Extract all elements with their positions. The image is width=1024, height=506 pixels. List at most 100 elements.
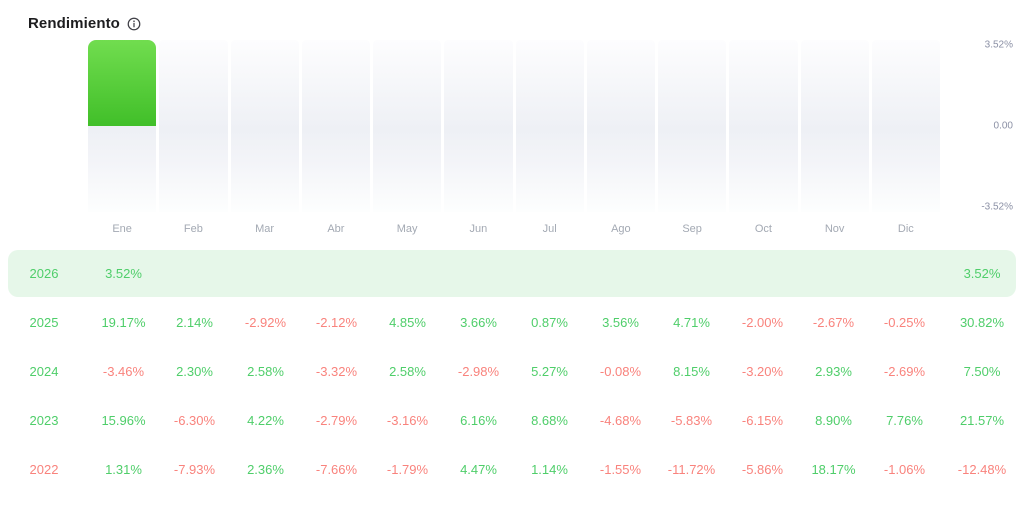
y-tick-zero: 0.00 [993, 120, 1013, 132]
year-total-cell: -12.48% [957, 462, 1007, 477]
panel-header: Rendimiento [0, 0, 1024, 34]
month-label-sep: Sep [682, 223, 702, 235]
return-cell: -3.46% [102, 364, 145, 379]
return-cell: -5.86% [741, 462, 784, 477]
chart-column-dic[interactable] [871, 40, 940, 212]
return-cell: 6.16% [460, 413, 497, 428]
return-cell: 4.22% [247, 413, 284, 428]
return-cell: 3.56% [602, 315, 639, 330]
chart-column-jun[interactable] [444, 40, 513, 212]
return-cell: -0.08% [599, 364, 642, 379]
return-cell: 2.58% [247, 364, 284, 379]
chart-column-ago[interactable] [586, 40, 655, 212]
chart-month-labels: Ene Feb Mar Abr May Jun Jul Ago Sep Oct Nov Dic [88, 212, 940, 246]
return-cell: -2.12% [315, 315, 358, 330]
return-cell: 1.31% [105, 462, 142, 477]
chart-column-ene[interactable] [88, 40, 157, 212]
info-icon[interactable] [127, 17, 141, 31]
return-cell: 4.47% [460, 462, 497, 477]
year-label: 2026 [29, 266, 59, 281]
month-label-ago: Ago [611, 223, 631, 235]
month-label-oct: Oct [754, 223, 772, 235]
chart-y-axis: 3.52% 0.00 -3.52% [940, 39, 1024, 213]
month-label-abr: Abr [327, 223, 345, 235]
return-cell: -6.30% [173, 413, 216, 428]
return-cell: 7.76% [886, 413, 923, 428]
chart-column-may[interactable] [373, 40, 442, 212]
chart-column-mar[interactable] [230, 40, 299, 212]
month-label-mar: Mar [255, 223, 275, 235]
return-cell: 2.58% [389, 364, 426, 379]
return-cell: -2.92% [244, 315, 287, 330]
return-cell: 4.85% [389, 315, 426, 330]
table-row-2023[interactable]: 2023 15.96% -6.30% 4.22% -2.79% -3.16% 6.16% 8.… [0, 396, 1024, 445]
page-title: Rendimiento [28, 15, 120, 32]
month-label-nov: Nov [824, 223, 845, 235]
return-cell: 8.68% [531, 413, 568, 428]
month-label-dic: Dic [897, 223, 914, 235]
return-cell: -2.00% [741, 315, 784, 330]
return-cell: 2.36% [247, 462, 284, 477]
month-label-jul: Jul [542, 223, 557, 235]
return-cell: 3.52% [105, 266, 142, 281]
return-cell: 1.14% [531, 462, 568, 477]
return-cell: -3.16% [386, 413, 429, 428]
return-cell: -3.32% [315, 364, 358, 379]
return-cell: 4.71% [673, 315, 710, 330]
return-cell: -11.72% [667, 462, 716, 477]
return-cell: -1.06% [883, 462, 926, 477]
month-label-ene: Ene [112, 223, 132, 235]
return-cell: -5.83% [670, 413, 713, 428]
y-tick-min: -3.52% [981, 201, 1013, 213]
return-cell: 2.93% [815, 364, 852, 379]
return-cell: -2.69% [883, 364, 926, 379]
return-cell: -2.98% [457, 364, 500, 379]
month-label-feb: Feb [183, 223, 203, 235]
return-cell: -3.20% [741, 364, 784, 379]
return-cell: -4.68% [599, 413, 642, 428]
year-total-cell: 30.82% [959, 315, 1005, 330]
month-label-jun: Jun [469, 223, 488, 235]
return-cell: -7.93% [173, 462, 216, 477]
table-row-2026[interactable]: 2026 3.52% 3.52% [0, 249, 1024, 298]
y-tick-max: 3.52% [984, 39, 1013, 51]
returns-table: 2026 3.52% 3.52% 2025 19.17% 2.14% -2.92% -2.12… [0, 249, 1024, 494]
return-cell: -2.79% [315, 413, 358, 428]
return-cell: 8.15% [673, 364, 710, 379]
year-label: 2024 [29, 364, 59, 379]
return-cell: 19.17% [101, 315, 146, 330]
year-total-cell: 3.52% [963, 266, 1001, 281]
chart-column-sep[interactable] [658, 40, 727, 212]
chart-column-nov[interactable] [800, 40, 869, 212]
chart-column-feb[interactable] [159, 40, 228, 212]
return-cell: -6.15% [741, 413, 784, 428]
return-cell: -1.79% [386, 462, 429, 477]
month-label-may: May [396, 223, 418, 235]
return-cell: -0.25% [883, 315, 926, 330]
chart-bar-ene[interactable] [88, 40, 157, 126]
return-cell: 15.96% [101, 413, 146, 428]
chart-column-oct[interactable] [729, 40, 798, 212]
return-cell: -1.55% [599, 462, 642, 477]
return-cell: 2.14% [176, 315, 213, 330]
chart-column-abr[interactable] [301, 40, 370, 212]
performance-chart: 3.52% 0.00 -3.52% [88, 40, 1024, 212]
table-row-2024[interactable]: 2024 -3.46% 2.30% 2.58% -3.32% 2.58% -2.98% 5.2… [0, 347, 1024, 396]
return-cell: 0.87% [531, 315, 568, 330]
chart-column-jul[interactable] [515, 40, 584, 212]
year-label: 2025 [29, 315, 59, 330]
table-row-2025[interactable]: 2025 19.17% 2.14% -2.92% -2.12% 4.85% 3.66% 0.8… [0, 298, 1024, 347]
return-cell: 8.90% [815, 413, 852, 428]
year-label: 2023 [29, 413, 59, 428]
return-cell: -7.66% [315, 462, 358, 477]
return-cell: 3.66% [460, 315, 497, 330]
return-cell: 2.30% [176, 364, 213, 379]
year-label: 2022 [29, 462, 59, 477]
return-cell: 18.17% [811, 462, 856, 477]
return-cell: -2.67% [812, 315, 855, 330]
table-row-2022[interactable]: 2022 1.31% -7.93% 2.36% -7.66% -1.79% 4.47% 1.1… [0, 445, 1024, 494]
chart-plot-area [88, 40, 940, 212]
year-total-cell: 21.57% [959, 413, 1005, 428]
year-total-cell: 7.50% [963, 364, 1001, 379]
return-cell: 5.27% [531, 364, 568, 379]
